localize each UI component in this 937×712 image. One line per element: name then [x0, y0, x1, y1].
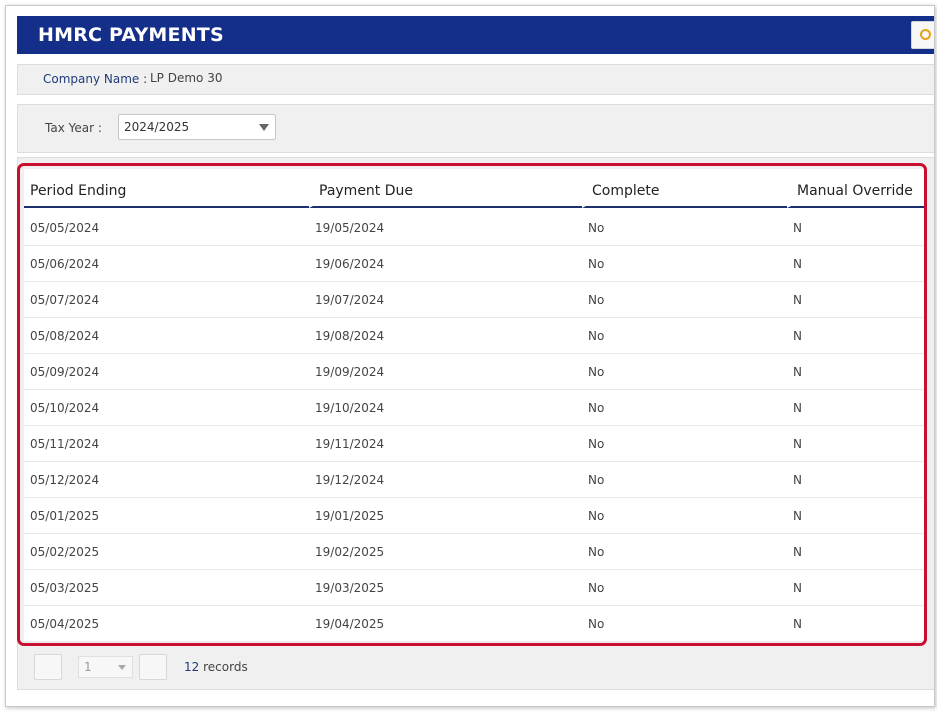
complete-cell: No	[588, 473, 605, 487]
payment-due-cell: 19/11/2024	[315, 437, 385, 451]
column-header-payment-due[interactable]: Payment Due	[309, 169, 582, 208]
app-window: HMRC PAYMENTS Company Name : LP Demo 30 …	[5, 5, 935, 707]
payment-due-cell: 19/02/2025	[315, 545, 385, 559]
table-row[interactable]: 05/10/2024 19/10/2024 No N	[24, 390, 924, 426]
manual-override-cell: N	[793, 293, 802, 307]
company-label: Company Name :	[43, 72, 148, 86]
manual-override-cell: N	[793, 257, 802, 271]
company-value: LP Demo 30	[150, 71, 223, 85]
payment-due-cell: 19/12/2024	[315, 473, 385, 487]
manual-override-cell: N	[793, 617, 802, 631]
complete-cell: No	[588, 437, 605, 451]
complete-cell: No	[588, 581, 605, 595]
manual-override-cell: N	[793, 509, 802, 523]
table-row[interactable]: 05/12/2024 19/12/2024 No N	[24, 462, 924, 498]
period-ending-cell: 05/11/2024	[30, 437, 100, 451]
period-ending-cell: 05/04/2025	[30, 617, 100, 631]
payments-grid: Period Ending Payment Due Complete Manua…	[24, 169, 924, 642]
table-row[interactable]: 05/01/2025 19/01/2025 No N	[24, 498, 924, 534]
complete-cell: No	[588, 293, 605, 307]
pager: 1 12 records	[34, 654, 434, 682]
next-page-button[interactable]	[139, 654, 167, 680]
manual-override-cell: N	[793, 473, 802, 487]
payment-due-cell: 19/04/2025	[315, 617, 385, 631]
complete-cell: No	[588, 617, 605, 631]
table-row[interactable]: 05/11/2024 19/11/2024 No N	[24, 426, 924, 462]
records-number: 12	[184, 660, 200, 674]
period-ending-cell: 05/10/2024	[30, 401, 100, 415]
tax-year-select[interactable]: 2024/2025	[118, 114, 276, 140]
column-header-manual-override[interactable]: Manual Override	[787, 169, 924, 208]
column-header-period-ending[interactable]: Period Ending	[24, 169, 309, 208]
company-bar: Company Name : LP Demo 30	[17, 64, 934, 95]
table-row[interactable]: 05/02/2025 19/02/2025 No N	[24, 534, 924, 570]
manual-override-cell: N	[793, 401, 802, 415]
prev-page-button[interactable]	[34, 654, 62, 680]
chevron-down-icon	[118, 665, 126, 670]
table-row[interactable]: 05/04/2025 19/04/2025 No N	[24, 606, 924, 642]
payment-due-cell: 19/07/2024	[315, 293, 385, 307]
records-count: 12 records	[184, 660, 248, 674]
manual-override-cell: N	[793, 329, 802, 343]
complete-cell: No	[588, 365, 605, 379]
payment-due-cell: 19/05/2024	[315, 221, 385, 235]
table-row[interactable]: 05/09/2024 19/09/2024 No N	[24, 354, 924, 390]
tax-year-bar: Tax Year : 2024/2025	[17, 104, 934, 153]
help-button[interactable]	[911, 21, 934, 49]
table-row[interactable]: 05/07/2024 19/07/2024 No N	[24, 282, 924, 318]
manual-override-cell: N	[793, 365, 802, 379]
manual-override-cell: N	[793, 581, 802, 595]
period-ending-cell: 05/09/2024	[30, 365, 100, 379]
tax-year-label: Tax Year :	[45, 121, 102, 135]
page-header: HMRC PAYMENTS	[17, 16, 934, 54]
period-ending-cell: 05/06/2024	[30, 257, 100, 271]
payment-due-cell: 19/01/2025	[315, 509, 385, 523]
period-ending-cell: 05/07/2024	[30, 293, 100, 307]
table-row[interactable]: 05/03/2025 19/03/2025 No N	[24, 570, 924, 606]
chevron-down-icon	[259, 124, 269, 131]
complete-cell: No	[588, 221, 605, 235]
period-ending-cell: 05/03/2025	[30, 581, 100, 595]
records-label: records	[203, 660, 248, 674]
payment-due-cell: 19/10/2024	[315, 401, 385, 415]
complete-cell: No	[588, 329, 605, 343]
payment-due-cell: 19/09/2024	[315, 365, 385, 379]
manual-override-cell: N	[793, 437, 802, 451]
help-icon	[920, 29, 931, 40]
complete-cell: No	[588, 401, 605, 415]
payment-due-cell: 19/06/2024	[315, 257, 385, 271]
payment-due-cell: 19/08/2024	[315, 329, 385, 343]
period-ending-cell: 05/02/2025	[30, 545, 100, 559]
column-header-complete[interactable]: Complete	[582, 169, 787, 208]
tax-year-value: 2024/2025	[124, 120, 190, 134]
page-title: HMRC PAYMENTS	[38, 24, 224, 46]
table-row[interactable]: 05/06/2024 19/06/2024 No N	[24, 246, 924, 282]
period-ending-cell: 05/12/2024	[30, 473, 100, 487]
period-ending-cell: 05/08/2024	[30, 329, 100, 343]
table-row[interactable]: 05/05/2024 19/05/2024 No N	[24, 210, 924, 246]
manual-override-cell: N	[793, 545, 802, 559]
table-row[interactable]: 05/08/2024 19/08/2024 No N	[24, 318, 924, 354]
page-select[interactable]: 1	[78, 656, 133, 678]
complete-cell: No	[588, 545, 605, 559]
period-ending-cell: 05/05/2024	[30, 221, 100, 235]
payment-due-cell: 19/03/2025	[315, 581, 385, 595]
period-ending-cell: 05/01/2025	[30, 509, 100, 523]
complete-cell: No	[588, 257, 605, 271]
page-select-value: 1	[84, 660, 92, 674]
complete-cell: No	[588, 509, 605, 523]
manual-override-cell: N	[793, 221, 802, 235]
